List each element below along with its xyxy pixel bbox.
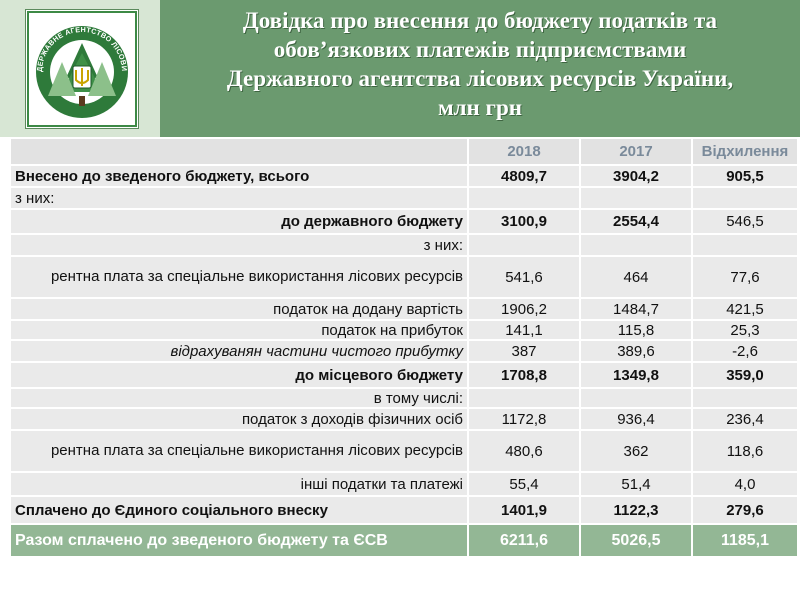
header-cell: Відхилення [693,139,799,166]
table-row: податок з доходів фізичних осіб 1172,8 9… [11,409,799,431]
cell-2017 [581,188,693,210]
cell-deviation [693,188,799,210]
cell-2017: 1349,8 [581,363,693,389]
row-label: до державного бюджету [11,210,469,235]
header-cell [11,139,469,166]
cell-2017: 51,4 [581,473,693,497]
cell-deviation [693,389,799,409]
cell-2018: 6211,6 [469,525,581,558]
cell-2018: 387 [469,341,581,363]
cell-2017: 5026,5 [581,525,693,558]
cell-2017: 1484,7 [581,299,693,321]
budget-table: 2018 2017 Відхилення Внесено до зведеног… [11,139,799,558]
cell-deviation: 421,5 [693,299,799,321]
header-cell: 2017 [581,139,693,166]
table-row: відрахуванян частини чистого прибутку 38… [11,341,799,363]
cell-deviation: 279,6 [693,497,799,525]
row-label: Сплачено до Єдиного соціального внеску [11,497,469,525]
cell-2018 [469,235,581,257]
table-row: Внесено до зведеного бюджету, всього 480… [11,166,799,188]
row-label: з них: [11,235,469,257]
title-line: обов’язкових платежів підприємствами [273,37,687,62]
row-label: відрахуванян частини чистого прибутку [11,341,469,363]
title-line: Довідка про внесення до бюджету податків… [242,8,718,33]
table-header-row: 2018 2017 Відхилення [11,139,799,166]
table-row: з них: [11,188,799,210]
table-row: до державного бюджету 3100,9 2554,4 546,… [11,210,799,235]
cell-2017: 115,8 [581,321,693,341]
cell-2018: 4809,7 [469,166,581,188]
cell-2017 [581,235,693,257]
total-row: Разом сплачено до зведеного бюджету та Є… [11,525,799,558]
cell-deviation: 4,0 [693,473,799,497]
row-label: Разом сплачено до зведеного бюджету та Є… [11,525,469,558]
cell-2017 [581,389,693,409]
cell-2018: 55,4 [469,473,581,497]
cell-deviation: 359,0 [693,363,799,389]
cell-2017: 464 [581,257,693,299]
cell-2018: 1906,2 [469,299,581,321]
cell-2018 [469,389,581,409]
cell-deviation: 236,4 [693,409,799,431]
cell-2017: 2554,4 [581,210,693,235]
cell-deviation: 905,5 [693,166,799,188]
row-label: до місцевого бюджету [11,363,469,389]
cell-2018: 1708,8 [469,363,581,389]
header-cell: 2018 [469,139,581,166]
table-row: рентна плата за спеціальне використання … [11,257,799,299]
cell-2017: 936,4 [581,409,693,431]
page-title: Довідка про внесення до бюджету податків… [165,6,795,122]
cell-2018: 1401,9 [469,497,581,525]
cell-deviation: -2,6 [693,341,799,363]
cell-2017: 3904,2 [581,166,693,188]
row-label: податок на прибуток [11,321,469,341]
cell-deviation: 77,6 [693,257,799,299]
cell-2018: 541,6 [469,257,581,299]
row-label: Внесено до зведеного бюджету, всього [11,166,469,188]
cell-deviation: 25,3 [693,321,799,341]
agency-logo: ДЕРЖАВНЕ АГЕНТСТВО ЛІСОВИХ РЕСУРСІВ УКРА… [23,3,139,129]
table-row: в тому числі: [11,389,799,409]
table-row: до місцевого бюджету 1708,8 1349,8 359,0 [11,363,799,389]
row-label: рентна плата за спеціальне використання … [11,257,469,299]
title-line: Державного агентства лісових ресурсів Ук… [226,66,734,91]
table-row: рентна плата за спеціальне використання … [11,431,799,473]
table-row: податок на додану вартість 1906,2 1484,7… [11,299,799,321]
row-label: інші податки та платежі [11,473,469,497]
row-label: в тому числі: [11,389,469,409]
cell-2018: 480,6 [469,431,581,473]
table-row: податок на прибуток 141,1 115,8 25,3 [11,321,799,341]
row-label: рентна плата за спеціальне використання … [11,431,469,473]
cell-2018: 141,1 [469,321,581,341]
cell-deviation: 118,6 [693,431,799,473]
cell-2017: 362 [581,431,693,473]
agency-emblem-icon: ДЕРЖАВНЕ АГЕНТСТВО ЛІСОВИХ РЕСУРСІВ УКРА… [23,3,137,127]
cell-deviation [693,235,799,257]
cell-2017: 389,6 [581,341,693,363]
cell-2018: 3100,9 [469,210,581,235]
cell-2018 [469,188,581,210]
table-row: інші податки та платежі 55,4 51,4 4,0 [11,473,799,497]
cell-2017: 1122,3 [581,497,693,525]
cell-deviation: 546,5 [693,210,799,235]
row-label: податок на додану вартість [11,299,469,321]
cell-deviation: 1185,1 [693,525,799,558]
row-label: податок з доходів фізичних осіб [11,409,469,431]
table-row: з них: [11,235,799,257]
title-line: млн грн [437,95,523,120]
cell-2018: 1172,8 [469,409,581,431]
table-row: Сплачено до Єдиного соціального внеску 1… [11,497,799,525]
row-label: з них: [11,188,469,210]
